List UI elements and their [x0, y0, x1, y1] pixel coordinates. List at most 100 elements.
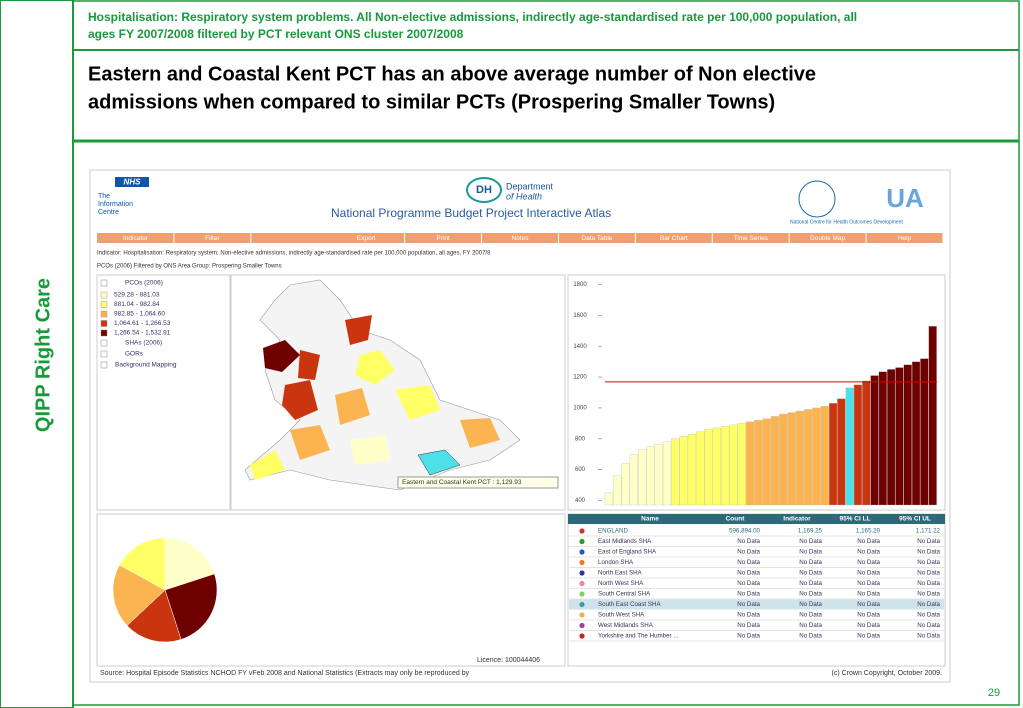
- row-dot: [579, 601, 585, 608]
- cell: No Data: [799, 612, 822, 619]
- bar: [828, 403, 838, 506]
- pie-slice: [164, 573, 218, 640]
- bar: [812, 407, 821, 506]
- toolbar: [97, 233, 943, 243]
- cell: No Data: [737, 549, 760, 556]
- bar: [928, 326, 937, 506]
- nhs-logo: [115, 177, 149, 187]
- cell: No Data: [857, 633, 880, 640]
- row-dot: [579, 559, 585, 566]
- cell: 596,894.00: [729, 528, 761, 535]
- row-dot: [579, 612, 585, 618]
- toolbar-button[interactable]: Notes: [512, 235, 530, 242]
- pie-slice: [164, 537, 215, 591]
- tooltip: Eastern and Coastal Kent PCT : 1,129.93: [402, 479, 522, 486]
- bar: [845, 387, 854, 506]
- area: [263, 340, 300, 372]
- bar: [862, 380, 871, 506]
- bar: [795, 410, 804, 506]
- bar: [613, 475, 622, 506]
- cell: North West SHA: [598, 580, 644, 587]
- cell: No Data: [917, 612, 940, 619]
- legend-label: 1,266.54 - 1,532.91: [114, 330, 171, 337]
- bar: [870, 375, 879, 506]
- cell: No Data: [799, 538, 822, 545]
- ua-logo: UA: [886, 183, 924, 213]
- table-header: [568, 514, 945, 524]
- cell: South West SHA: [598, 612, 645, 619]
- bar: [779, 413, 788, 506]
- pie-slice: [126, 589, 182, 643]
- cell: No Data: [857, 601, 880, 608]
- toolbar-button[interactable]: Filter: [205, 235, 220, 242]
- legend-swatch: [100, 329, 108, 337]
- toolbar-button[interactable]: Data Table: [581, 235, 612, 242]
- bar: [754, 420, 763, 506]
- bar: [887, 369, 896, 506]
- cell: No Data: [857, 591, 880, 598]
- cell: No Data: [917, 570, 940, 577]
- toolbar-button[interactable]: Print: [436, 235, 450, 242]
- ic: The: [98, 193, 110, 200]
- cell: No Data: [799, 570, 822, 577]
- atlas-title: National Programme Budget Project Intera…: [331, 206, 611, 220]
- bar: [662, 441, 672, 506]
- bar: [604, 492, 614, 506]
- licence: Licence: 100044406: [477, 657, 540, 664]
- y-tick-label: 1200: [573, 375, 587, 381]
- cell: 1,171.22: [916, 528, 941, 535]
- column-header: 95% CI LL: [839, 516, 870, 523]
- y-tick-label: 800: [575, 436, 586, 442]
- slide-title: admissions when compared to similar PCTs…: [88, 91, 775, 113]
- checkbox: [100, 279, 108, 287]
- bar: [895, 367, 904, 506]
- cell: West Midlands SHA: [598, 622, 654, 629]
- toolbar-button[interactable]: Export: [357, 235, 376, 242]
- cell: East Midlands SHA: [598, 538, 652, 545]
- ic: Information: [98, 201, 133, 208]
- legend-panel: [96, 274, 231, 511]
- cell: 1,169.25: [798, 528, 823, 535]
- legend-swatch: [100, 301, 108, 308]
- bar: [696, 431, 705, 506]
- row-dot: [579, 633, 585, 639]
- bar: [646, 446, 655, 506]
- bar: [853, 384, 863, 506]
- row-highlight: [569, 599, 944, 610]
- toolbar-button[interactable]: Bar Chart: [660, 235, 688, 242]
- row-dot: [579, 591, 585, 597]
- area: [395, 385, 440, 420]
- area: [345, 315, 372, 345]
- bar: [679, 436, 688, 506]
- cell: No Data: [917, 633, 940, 640]
- toolbar-button[interactable]: Double Map: [810, 235, 845, 242]
- column-header: Indicator: [783, 516, 811, 523]
- cell: South Central SHA: [598, 591, 651, 598]
- toolbar-button[interactable]: Indicator: [123, 235, 149, 242]
- area: [460, 418, 500, 448]
- cell: No Data: [737, 559, 760, 566]
- cell: No Data: [857, 570, 880, 577]
- toolbar-button[interactable]: Help: [898, 235, 912, 242]
- bar: [712, 427, 721, 506]
- cell: London SHA: [598, 559, 634, 566]
- bar: [770, 416, 780, 506]
- legend-swatch: [100, 310, 108, 318]
- cell: No Data: [737, 570, 760, 577]
- row-dot: [579, 570, 585, 576]
- pie-slice: [112, 564, 166, 626]
- area: [355, 350, 395, 385]
- toolbar-button[interactable]: Time Series: [734, 235, 769, 242]
- cell: No Data: [737, 622, 760, 629]
- y-tick-label: 400: [575, 498, 586, 504]
- bar: [621, 463, 630, 506]
- area: [298, 350, 320, 380]
- tooltip-box: [397, 476, 559, 489]
- y-tick-label: 600: [575, 467, 586, 473]
- nchod: National Centre for Health Outcomes Deve…: [790, 219, 903, 225]
- cell: South East Coast SHA: [598, 601, 661, 608]
- area: [290, 425, 330, 460]
- bar: [911, 361, 921, 506]
- bar: [820, 406, 829, 506]
